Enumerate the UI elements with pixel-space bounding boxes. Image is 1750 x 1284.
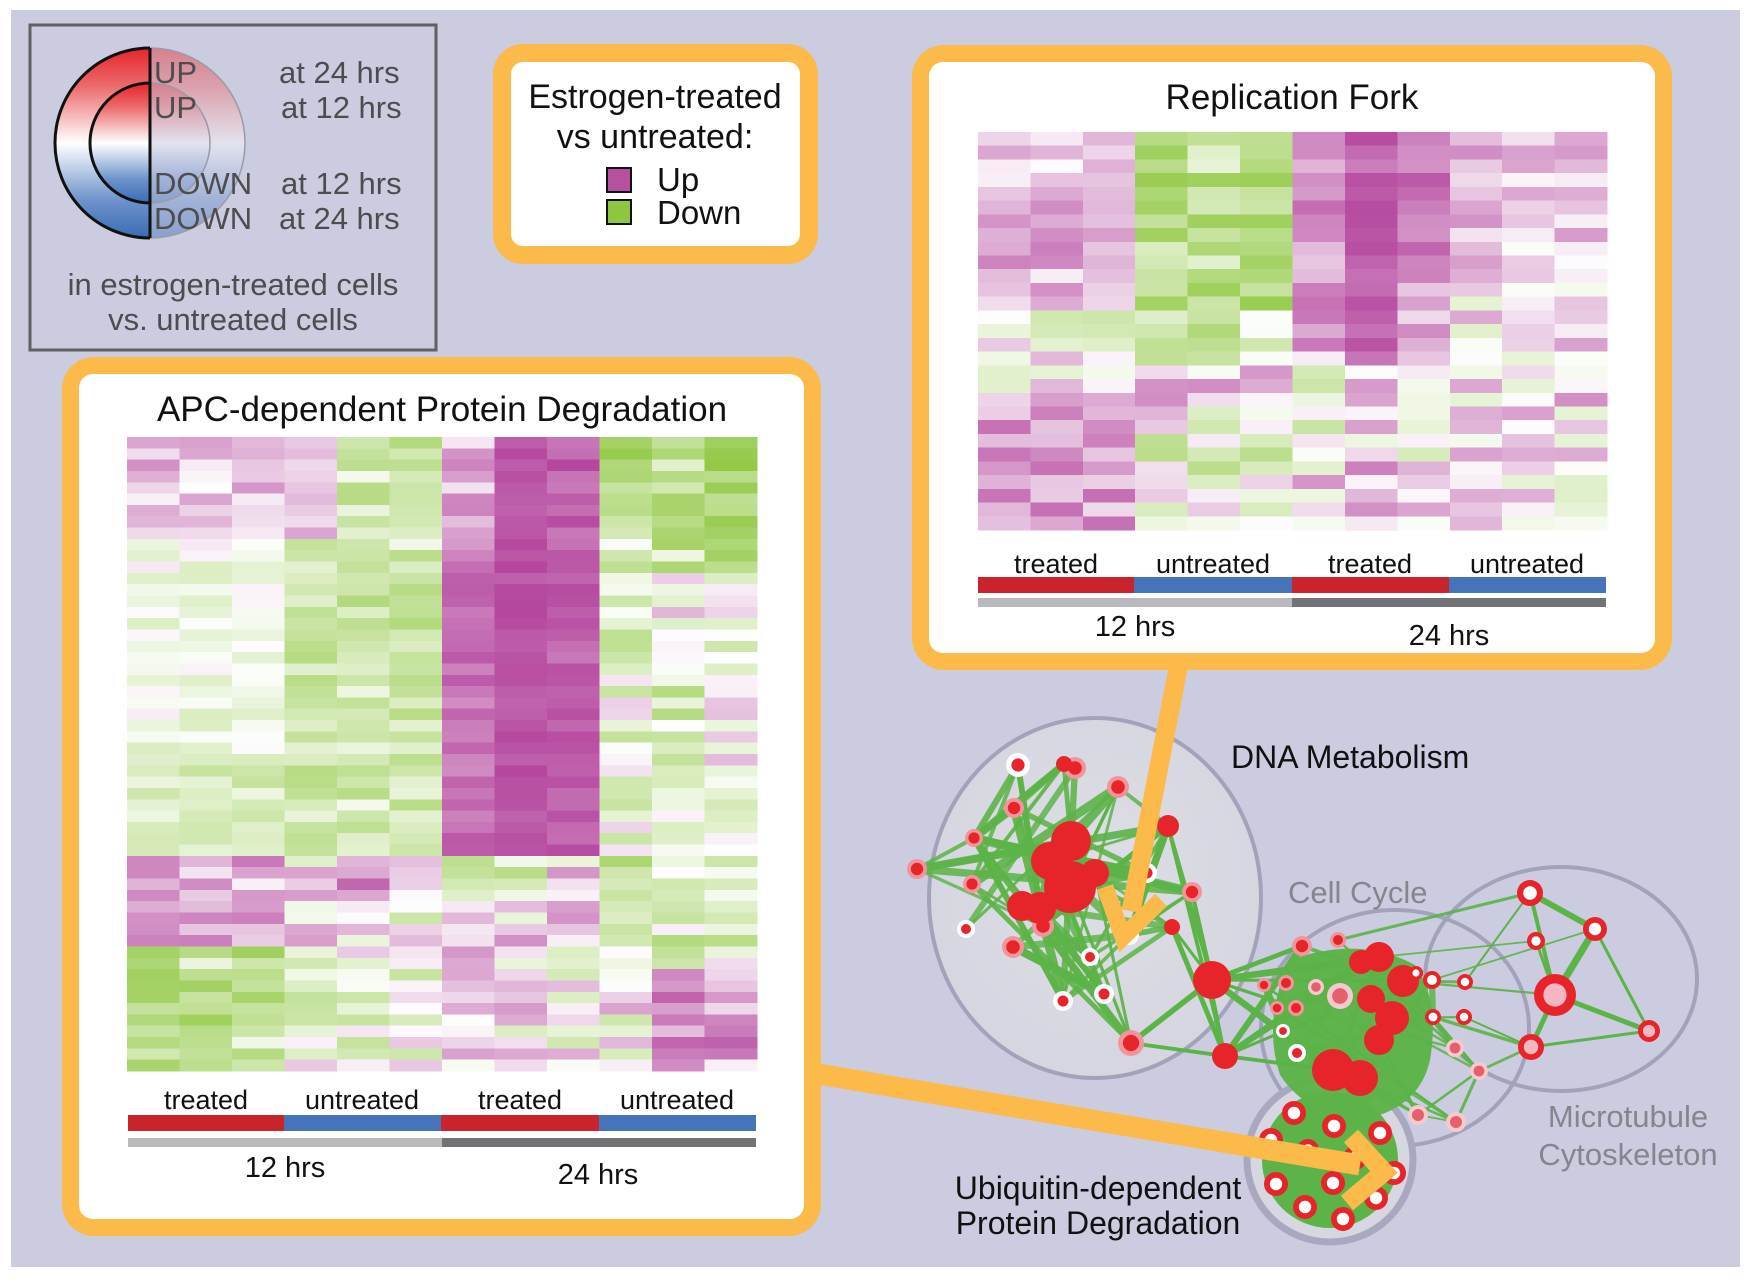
svg-text:UP: UP — [154, 55, 197, 90]
svg-text:Down: Down — [657, 194, 741, 231]
svg-text:in estrogen-treated cells: in estrogen-treated cells — [68, 267, 399, 302]
svg-text:DNA Metabolism: DNA Metabolism — [1231, 739, 1469, 775]
svg-text:DOWN: DOWN — [154, 166, 252, 201]
svg-text:24 hrs: 24 hrs — [558, 1159, 639, 1191]
svg-text:untreated: untreated — [1156, 549, 1270, 579]
svg-text:12 hrs: 12 hrs — [245, 1152, 326, 1184]
svg-text:Microtubule: Microtubule — [1548, 1099, 1708, 1134]
svg-text:Cell Cycle: Cell Cycle — [1288, 875, 1428, 910]
svg-text:vs. untreated cells: vs. untreated cells — [108, 302, 358, 337]
svg-text:Estrogen-treated: Estrogen-treated — [528, 78, 781, 116]
svg-text:UP: UP — [154, 90, 197, 125]
svg-text:Up: Up — [657, 161, 699, 198]
svg-text:at 12 hrs: at 12 hrs — [281, 90, 402, 125]
svg-text:untreated: untreated — [1470, 549, 1584, 579]
svg-text:Replication Fork: Replication Fork — [1166, 78, 1419, 117]
svg-text:treated: treated — [1328, 549, 1412, 579]
svg-text:Ubiquitin-dependent: Ubiquitin-dependent — [955, 1170, 1242, 1206]
svg-text:treated: treated — [1014, 549, 1098, 579]
svg-text:untreated: untreated — [620, 1085, 734, 1115]
svg-text:at 12 hrs: at 12 hrs — [281, 166, 402, 201]
svg-text:12 hrs: 12 hrs — [1095, 611, 1176, 643]
svg-text:at 24 hrs: at 24 hrs — [279, 201, 400, 236]
svg-text:APC-dependent Protein Degradat: APC-dependent Protein Degradation — [157, 390, 727, 429]
svg-text:treated: treated — [164, 1085, 248, 1115]
svg-text:untreated: untreated — [305, 1085, 419, 1115]
svg-text:Protein Degradation: Protein Degradation — [956, 1205, 1241, 1241]
svg-text:vs untreated:: vs untreated: — [557, 118, 754, 156]
svg-text:at 24 hrs: at 24 hrs — [279, 55, 400, 90]
svg-text:24 hrs: 24 hrs — [1409, 620, 1490, 652]
svg-text:Cytoskeleton: Cytoskeleton — [1538, 1137, 1717, 1172]
svg-text:DOWN: DOWN — [154, 201, 252, 236]
svg-text:treated: treated — [478, 1085, 562, 1115]
